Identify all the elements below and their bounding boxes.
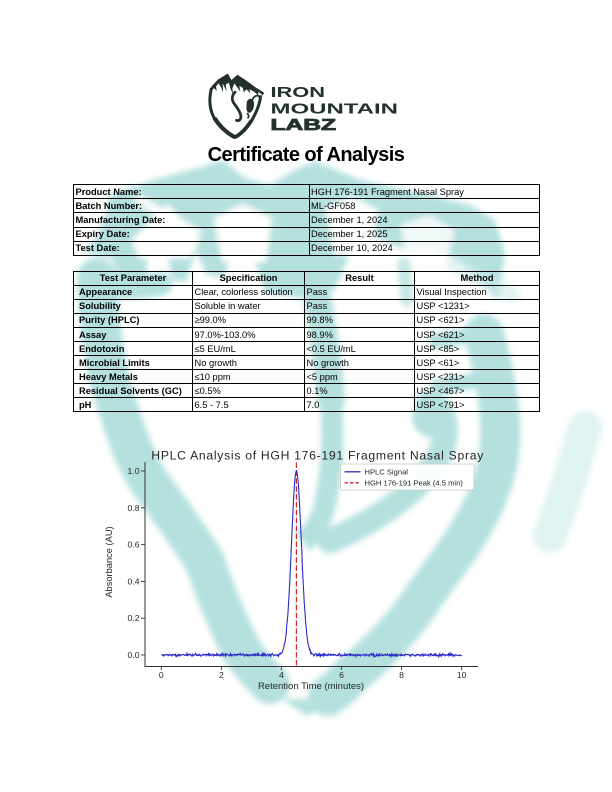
svg-text:HPLC Signal: HPLC Signal: [365, 468, 409, 477]
svg-text:0.8: 0.8: [128, 503, 140, 513]
svg-text:HPLC Analysis of HGH 176-191 F: HPLC Analysis of HGH 176-191 Fragment Na…: [151, 449, 484, 463]
svg-text:IRON: IRON: [271, 85, 326, 101]
svg-text:Retention Time (minutes): Retention Time (minutes): [258, 681, 364, 692]
svg-text:0.0: 0.0: [128, 650, 140, 660]
svg-text:8: 8: [399, 670, 404, 680]
svg-text:HGH 176-191 Peak (4.5 min): HGH 176-191 Peak (4.5 min): [365, 479, 464, 488]
svg-text:0.4: 0.4: [128, 576, 140, 586]
svg-text:LABZ: LABZ: [271, 117, 337, 134]
svg-text:2: 2: [219, 670, 224, 680]
svg-text:0.2: 0.2: [128, 613, 140, 623]
svg-text:MOUNTAIN: MOUNTAIN: [271, 102, 399, 118]
svg-text:Absorbance (AU): Absorbance (AU): [104, 526, 114, 597]
svg-text:4: 4: [279, 670, 284, 680]
svg-text:0.6: 0.6: [128, 540, 140, 550]
svg-text:6: 6: [339, 670, 344, 680]
svg-text:10: 10: [457, 670, 467, 680]
svg-text:1.0: 1.0: [128, 466, 140, 476]
svg-text:0: 0: [159, 670, 164, 680]
